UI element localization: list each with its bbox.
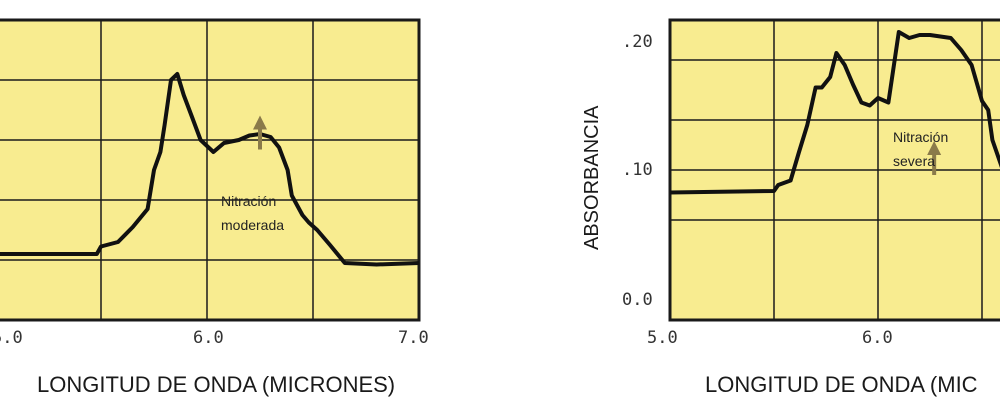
x-axis-label-right: LONGITUD DE ONDA (MIC [705, 372, 978, 397]
arrow-severa-icon [927, 141, 942, 175]
arrow-head [253, 115, 267, 130]
x-tick-label-left-2: 7.0 [398, 328, 429, 348]
x-tick-label-left-0: 5.0 [0, 328, 23, 348]
series-line-left [0, 72, 420, 267]
y-tick-label-right-0: .20 [622, 32, 653, 52]
series-line-right [669, 30, 1000, 195]
arrow-moderada-icon [253, 115, 267, 150]
annotation-left-line1: Nitración [221, 193, 276, 209]
x-tick-label-right-0: 5.0 [647, 328, 678, 348]
chart-left: Nitración moderada 5.0 6.0 7.0 LONGITUD … [0, 18, 429, 397]
annotation-right-line1: Nitración [893, 129, 948, 145]
y-tick-label-right-1: .10 [622, 160, 653, 180]
chart-right: Nitración severa .20 .10 0.0 5.0 6.0 ABS… [581, 18, 1000, 397]
annotation-left-line2: moderada [221, 217, 284, 233]
plot-area-left [0, 18, 421, 322]
grid-left [0, 20, 419, 320]
x-tick-label-right-1: 6.0 [862, 328, 893, 348]
y-tick-label-right-2: 0.0 [622, 290, 653, 310]
annotation-right-line2: severa [893, 153, 935, 169]
arrow-head [927, 141, 942, 155]
x-axis-label-left: LONGITUD DE ONDA (MICRONES) [37, 372, 395, 397]
x-tick-label-left-1: 6.0 [193, 328, 224, 348]
y-axis-label-right: ABSORBANCIA [581, 105, 603, 250]
